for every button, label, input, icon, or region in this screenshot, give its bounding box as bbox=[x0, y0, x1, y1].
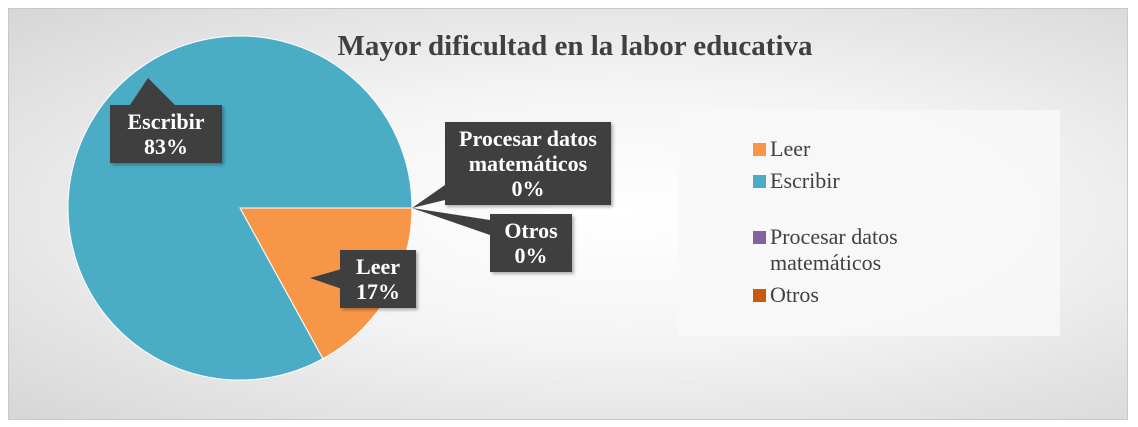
data-label: Otros 0% bbox=[490, 214, 572, 272]
legend-swatch bbox=[753, 289, 766, 302]
callout-pointer bbox=[412, 185, 445, 208]
data-label: Escribir 83% bbox=[110, 105, 222, 163]
legend-label: Escribir bbox=[770, 168, 840, 193]
callout-pointer bbox=[130, 78, 175, 105]
legend-item: Otros bbox=[753, 282, 950, 308]
legend-label: Leer bbox=[770, 136, 811, 161]
legend-item: Escribir bbox=[753, 168, 950, 194]
data-label-category: Otros bbox=[504, 218, 558, 243]
chart-title: Mayor dificultad en la labor educativa bbox=[337, 30, 813, 62]
legend-swatch bbox=[753, 143, 766, 156]
legend-item: Leer bbox=[753, 136, 950, 162]
callout-pointer bbox=[310, 268, 345, 290]
legend-item: Procesar datos matemáticos bbox=[753, 224, 950, 276]
callout-pointer bbox=[412, 208, 490, 235]
legend: Leer Escribir Procesar datos matemáticos Ot… bbox=[678, 110, 1060, 336]
data-label: Procesar datos matemáticos 0% bbox=[445, 122, 611, 205]
data-label-value: 17% bbox=[356, 279, 400, 304]
data-label-category: Leer bbox=[356, 254, 400, 279]
legend-label: Procesar datos matemáticos bbox=[770, 224, 898, 275]
legend-swatch bbox=[753, 175, 766, 188]
data-label-value: 0% bbox=[511, 176, 545, 201]
legend-swatch bbox=[753, 231, 766, 244]
legend-label: Otros bbox=[770, 282, 819, 307]
data-label: Leer 17% bbox=[340, 250, 416, 308]
data-label-value: 0% bbox=[514, 243, 548, 268]
data-label-value: 83% bbox=[144, 134, 188, 159]
data-label-category: Procesar datos matemáticos bbox=[459, 126, 597, 176]
data-label-category: Escribir bbox=[127, 109, 205, 134]
